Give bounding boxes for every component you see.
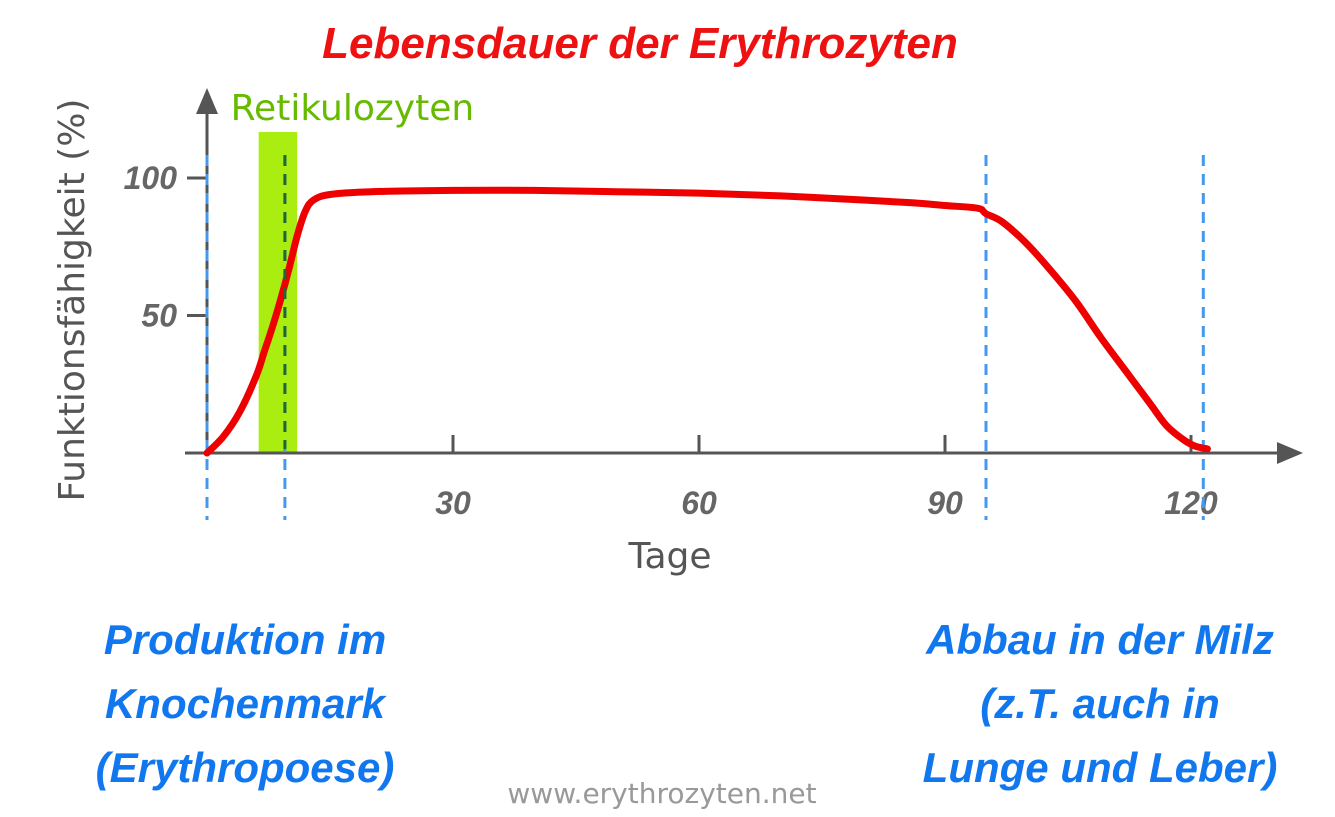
x-tick-label: 60: [681, 485, 717, 521]
note-degradation-line-1: Abbau in der Milz: [925, 616, 1274, 663]
note-production: Produktion im Knochenmark (Erythropoese): [96, 616, 395, 791]
note-degradation: Abbau in der Milz (z.T. auch in Lunge un…: [923, 616, 1278, 791]
reticulocyte-band-label: Retikulozyten: [231, 88, 475, 129]
note-production-line-1: Produktion im: [104, 616, 386, 663]
x-tick-label: 30: [435, 485, 471, 521]
note-production-line-2: Knochenmark: [105, 680, 388, 727]
y-axis-arrow: [196, 88, 218, 114]
reticulocyte-band: [258, 132, 298, 453]
x-axis-label: Tage: [627, 536, 711, 577]
chart-title: Lebensdauer der Erythrozyten: [322, 19, 958, 68]
y-tick-label: 100: [124, 160, 178, 196]
note-degradation-line-2: (z.T. auch in: [980, 680, 1220, 727]
x-tick-label: 120: [1164, 485, 1218, 521]
y-axis-label: Funktionsfähigkeit (%): [52, 99, 93, 502]
x-tick-label: 90: [927, 485, 963, 521]
website-footer: www.erythrozyten.net: [507, 777, 816, 810]
y-tick-label: 50: [141, 298, 177, 334]
x-axis-arrow: [1277, 442, 1303, 464]
functionality-curve: [203, 186, 1211, 457]
note-degradation-line-3: Lunge und Leber): [923, 744, 1278, 791]
note-production-line-3: (Erythropoese): [96, 744, 395, 791]
